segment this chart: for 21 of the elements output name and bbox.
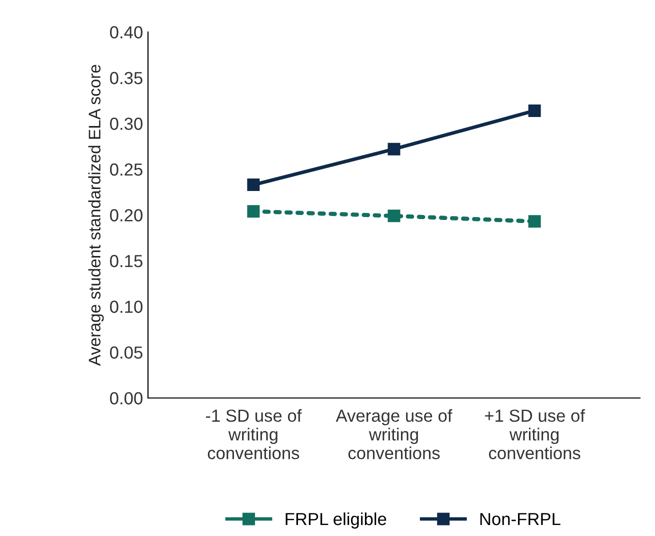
point (247, 205, 260, 218)
y-tick-label: 0.15 (110, 254, 142, 268)
x-tick-label: -1 SD use of writing conventions (206, 409, 302, 460)
y-tick-label: 0.10 (110, 300, 142, 313)
point (388, 142, 400, 156)
point (388, 210, 400, 222)
point (247, 178, 260, 192)
y-tick-label: 0.00 (110, 392, 142, 404)
y-tick-label: 0.20 (110, 209, 142, 222)
legend-label: Non-FRPL (480, 513, 560, 526)
y-tick-label: 0.35 (110, 72, 142, 84)
point (528, 215, 541, 228)
x-tick-label: +1 SD use of writing conventions (484, 409, 586, 460)
y-tick-label: 0.30 (110, 118, 142, 130)
y-tick-label: 0.25 (110, 163, 142, 176)
y-tick-label: 0.40 (110, 26, 142, 38)
point (528, 104, 541, 117)
y-axis-title: Average student standardized ELA score (88, 64, 104, 366)
x-tick-label: Average use of writing conventions (336, 409, 452, 460)
legend-label: FRPL eligible (286, 512, 386, 529)
y-tick-label: 0.05 (110, 346, 142, 359)
